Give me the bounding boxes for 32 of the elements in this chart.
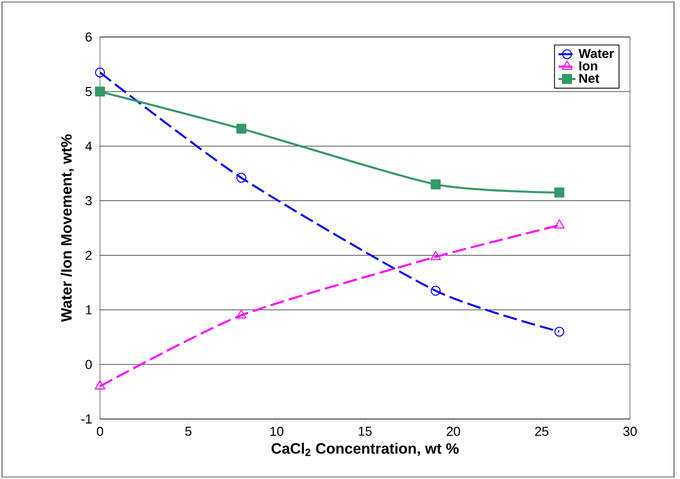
point	[95, 67, 105, 78]
x-tick-label: 15	[358, 426, 372, 436]
point	[554, 219, 565, 229]
legend-label: Net	[579, 74, 600, 83]
point	[236, 124, 246, 134]
y-axis-title: Water /Ion Movement, wt%	[60, 134, 74, 322]
legend-label: Ion	[579, 61, 598, 70]
y-tick-label: 0	[86, 360, 92, 370]
point	[554, 188, 564, 198]
x-tick-label: 0	[96, 426, 104, 436]
x-axis-title: CaCl$_{2}$ Concentration, wt %	[272, 442, 459, 456]
x-tick-label: 30	[623, 426, 637, 436]
x-tick-label: 20	[446, 426, 460, 436]
y-tick-label: 4	[85, 142, 92, 151]
y-tick-label: 2	[86, 250, 92, 260]
x-tick-label: 10	[270, 426, 284, 436]
point	[236, 309, 247, 319]
y-tick-label: 3	[86, 196, 92, 206]
point	[554, 326, 564, 337]
y-tick-label: 1	[86, 305, 92, 314]
y-tick-label: 6	[86, 32, 92, 42]
point	[95, 86, 105, 97]
point	[94, 380, 106, 390]
y-tick-label: 5	[86, 87, 92, 96]
x-tick-label: 5	[185, 426, 192, 436]
point	[236, 172, 246, 183]
point	[430, 179, 441, 190]
legend-label: Water	[578, 49, 614, 58]
point	[430, 250, 441, 260]
x-tick-label: 25	[535, 426, 548, 436]
point	[430, 286, 441, 296]
y-tick-label: -1	[81, 414, 92, 424]
